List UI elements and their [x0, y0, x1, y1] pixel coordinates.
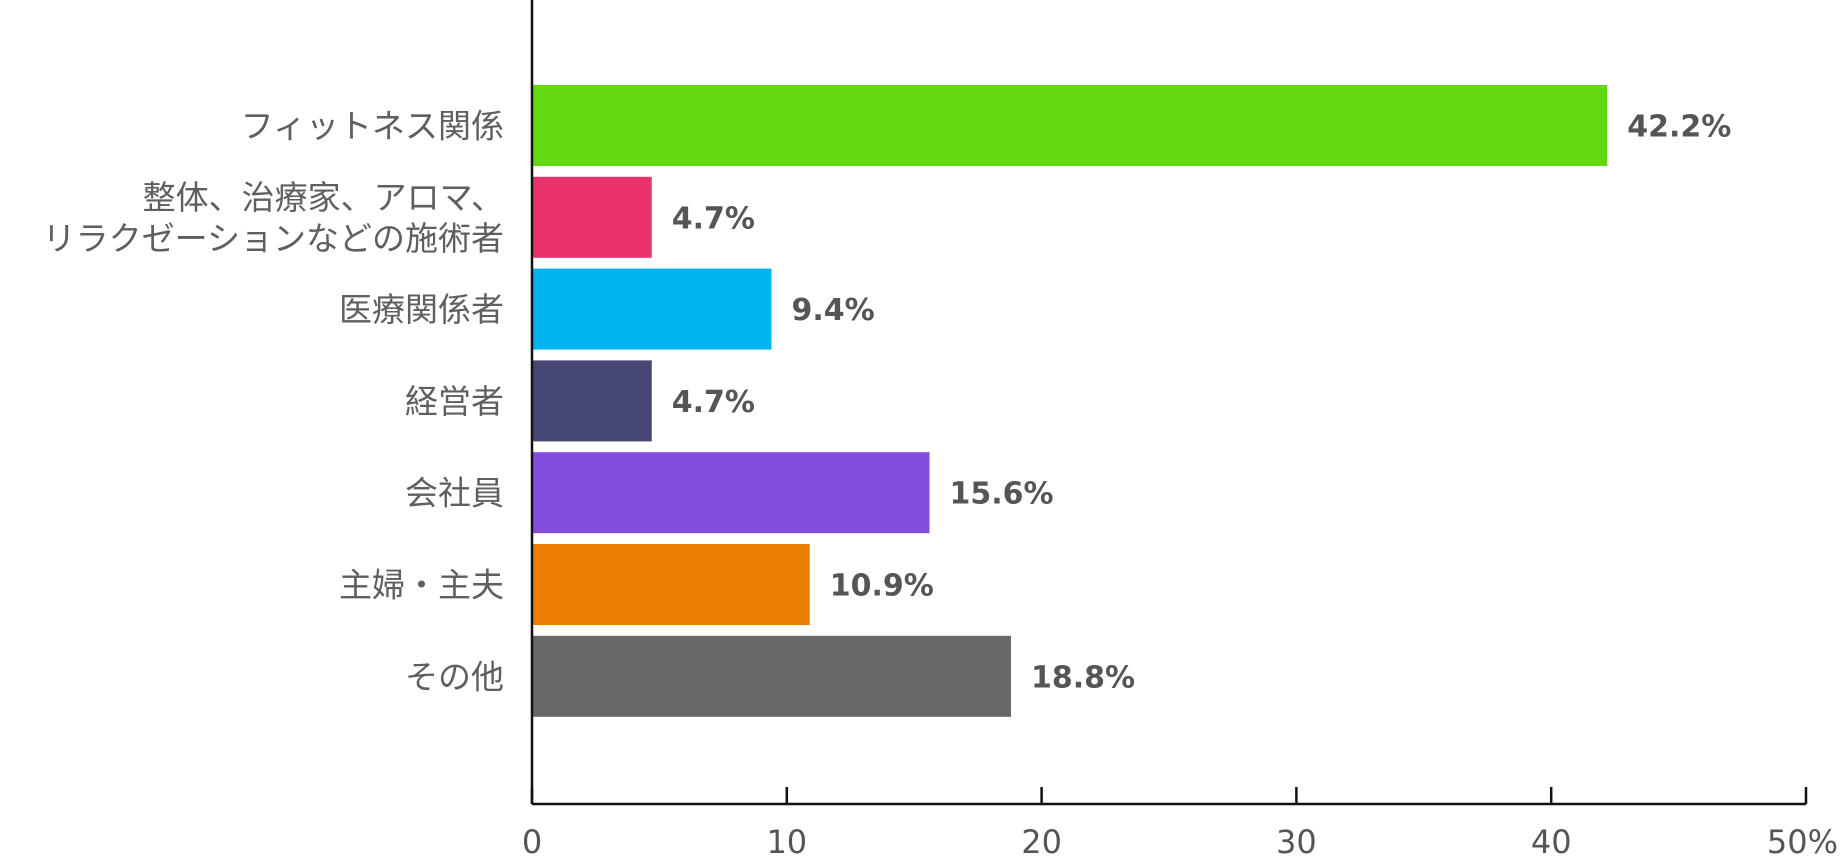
x-tick-label: 0 [522, 823, 542, 857]
bars-layer [532, 85, 1608, 717]
bar [532, 176, 652, 258]
bar [532, 360, 652, 442]
category-label-line: リラクゼーションなどの施術者 [43, 219, 504, 258]
bar [532, 544, 810, 625]
x-tick-label: 50% [1767, 823, 1838, 857]
category-label: その他 [405, 657, 504, 696]
category-label-line: フィットネス関係 [241, 107, 504, 146]
x-tick-label: 40 [1531, 823, 1572, 857]
category-label-line: 経営者 [405, 382, 504, 421]
category-label-line: その他 [405, 657, 504, 696]
category-label-line: 会社員 [405, 474, 504, 513]
category-label: フィットネス関係 [241, 107, 504, 146]
category-label: 経営者 [405, 382, 504, 421]
bar [532, 85, 1608, 166]
data-label: 18.8% [1031, 660, 1135, 695]
x-tick-label: 10 [766, 823, 807, 857]
data-label: 10.9% [830, 569, 934, 604]
x-tick-label: 30 [1276, 823, 1317, 857]
category-label: 会社員 [405, 474, 504, 513]
bar [532, 452, 930, 534]
category-label-line: 医療関係者 [339, 290, 504, 329]
category-label: 医療関係者 [339, 290, 504, 329]
axes-layer: 0 10 20 30 40 50% [522, 0, 1838, 857]
data-label: 15.6% [949, 477, 1053, 512]
category-label: 整体、治療家、アロマ、リラクゼーションなどの施術者 [43, 178, 504, 258]
data-label: 4.7% [672, 385, 755, 420]
data-label: 42.2% [1627, 110, 1731, 145]
category-label-line: 整体、治療家、アロマ、 [143, 178, 504, 217]
category-label-line: 主婦・主夫 [339, 566, 504, 605]
data-label: 4.7% [672, 201, 755, 236]
labels-layer: 42.2% フィットネス関係 4.7% 整体、治療家、アロマ、リラクゼーションなどの施… [43, 107, 1732, 697]
bar [532, 268, 772, 350]
x-tick-label: 20 [1021, 823, 1062, 857]
category-label: 主婦・主夫 [339, 566, 504, 605]
bar [532, 635, 1012, 717]
data-label: 9.4% [792, 293, 875, 328]
